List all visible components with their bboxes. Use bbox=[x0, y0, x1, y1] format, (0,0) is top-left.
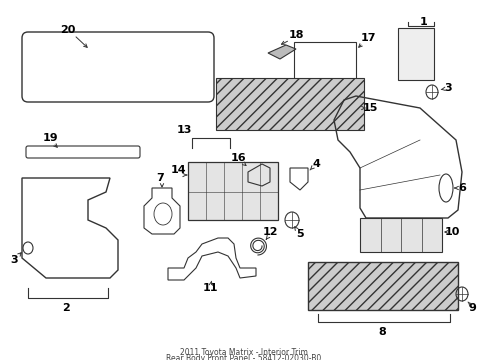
Polygon shape bbox=[267, 45, 295, 59]
Bar bbox=[307, 262, 457, 310]
Bar bbox=[216, 78, 363, 130]
Text: 9: 9 bbox=[467, 303, 475, 313]
Text: 8: 8 bbox=[377, 327, 385, 337]
Text: 4: 4 bbox=[311, 159, 319, 169]
Text: 2: 2 bbox=[62, 303, 70, 313]
Text: 6: 6 bbox=[457, 183, 465, 193]
Text: 18: 18 bbox=[287, 30, 303, 40]
Bar bbox=[397, 28, 433, 80]
Text: Rear Body Front Panel - 58412-02030-B0: Rear Body Front Panel - 58412-02030-B0 bbox=[166, 354, 321, 360]
Text: 1: 1 bbox=[419, 17, 427, 27]
Text: 7: 7 bbox=[156, 173, 163, 183]
Text: 3: 3 bbox=[443, 83, 451, 93]
Text: 2011 Toyota Matrix - Interior Trim: 2011 Toyota Matrix - Interior Trim bbox=[180, 348, 307, 357]
Text: 15: 15 bbox=[362, 103, 377, 113]
Text: 13: 13 bbox=[176, 125, 191, 135]
Text: 3: 3 bbox=[10, 255, 18, 265]
Bar bbox=[187, 162, 278, 220]
Text: 11: 11 bbox=[202, 283, 217, 293]
Bar bbox=[359, 218, 441, 252]
Text: 16: 16 bbox=[230, 153, 245, 163]
Text: 17: 17 bbox=[360, 33, 375, 43]
Text: 5: 5 bbox=[296, 229, 303, 239]
Text: 12: 12 bbox=[262, 227, 277, 237]
Bar bbox=[293, 42, 355, 80]
Text: 19: 19 bbox=[42, 133, 58, 143]
Text: 10: 10 bbox=[444, 227, 459, 237]
Text: 20: 20 bbox=[60, 25, 76, 35]
Text: 14: 14 bbox=[170, 165, 185, 175]
